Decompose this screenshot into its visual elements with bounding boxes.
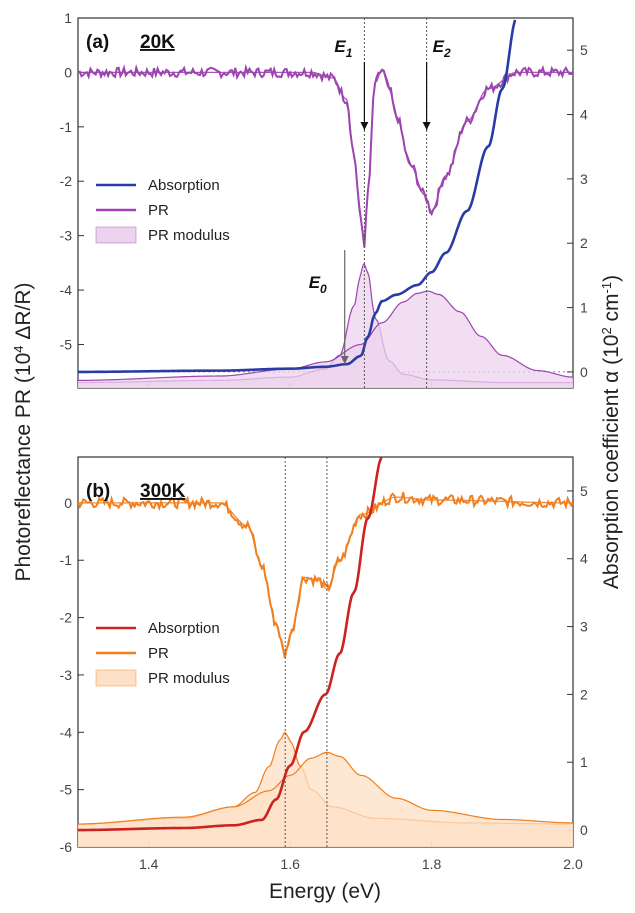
plot-area [78,457,573,847]
y-left-tick-label: -4 [60,282,73,298]
x-tick-label: 1.6 [280,856,300,872]
y-left-tick-label: 0 [64,64,72,80]
energy-arrow-head [422,122,431,130]
plot-area [78,19,573,388]
y-right-tick-label: 5 [580,42,588,58]
y-right-tick-label: 4 [580,551,588,567]
energy-arrow-head [340,356,349,364]
energy-arrow-head [360,122,369,130]
temperature-label: 300K [140,481,186,502]
pr-data-line [78,63,573,248]
legend-entry: Absorption [148,620,220,637]
energy-annotation-label: E1 [334,37,352,60]
y-right-tick-label: 2 [580,235,588,251]
y-left-tick-label: 0 [64,495,72,511]
legend-entry: PR modulus [148,227,230,244]
temperature-label: 20K [140,32,175,53]
energy-annotation-label: E2 [433,37,451,60]
x-tick-label: 1.4 [139,856,159,872]
y-right-tick-label: 2 [580,686,588,702]
y-left-tick-label: -6 [60,839,73,855]
panel-label: (a) [86,32,109,53]
y-left-tick-label: -2 [60,610,73,626]
y-left-tick-label: -3 [60,228,73,244]
y-left-tick-label: -1 [60,119,73,135]
pr-modulus-line [78,290,573,381]
pr-modulus-fill [78,291,573,388]
absorption-line [78,19,517,374]
y-axis-right-title: Absorption coefficient α (102 cm-1) [599,275,624,589]
energy-annotation-label: E0 [309,273,327,296]
y-left-tick-label: -3 [60,667,73,683]
energy-annotation-subscript: 2 [443,46,451,60]
y-left-tick-label: 1 [64,10,72,26]
energy-annotation-subscript: 1 [346,46,353,60]
y-right-tick-label: 4 [580,107,588,123]
legend-swatch [95,226,137,244]
legend-entry: PR [148,645,169,662]
y-left-tick-label: -5 [60,782,73,798]
x-axis-title: Energy (eV) [269,880,381,903]
legend-entry: PR modulus [148,670,230,687]
y-left-tick-label: -1 [60,552,73,568]
y-right-tick-label: 5 [580,483,588,499]
absorption-line [78,457,383,832]
y-right-tick-label: 1 [580,754,588,770]
x-tick-label: 1.8 [422,856,442,872]
panel-a: 1 0 -1 -2 -3 -4 -5 0 1 2 3 4 5 (a) 20K Absorption PR PR m… [60,10,588,389]
pr-modulus-fill [78,752,573,847]
legend-swatch [95,669,137,687]
y-left-tick-label: -5 [60,336,73,352]
y-axis-left-title: Photoreflectance PR (104 ΔR/R) [11,282,36,581]
energy-annotation-subscript: 0 [320,282,327,296]
pr-data-line [78,492,573,658]
pr-modulus-line [78,751,573,825]
y-left-tick-label: -4 [60,724,73,740]
x-tick-label: 2.0 [563,856,583,872]
panel-label: (b) [86,481,110,502]
y-right-tick-label: 1 [580,300,588,316]
y-left-tick-label: -2 [60,173,73,189]
y-right-tick-label: 3 [580,619,588,635]
legend-entry: PR [148,202,169,219]
y-right-tick-label: 3 [580,171,588,187]
y-right-tick-label: 0 [580,822,588,838]
panel-b: 0 -1 -2 -3 -4 -5 -6 0 1 2 3 4 5 1.4 1.6 1.8 2.0 (b) 300K Ab… [60,456,588,872]
y-right-tick-label: 0 [580,364,588,380]
legend-entry: Absorption [148,177,220,194]
